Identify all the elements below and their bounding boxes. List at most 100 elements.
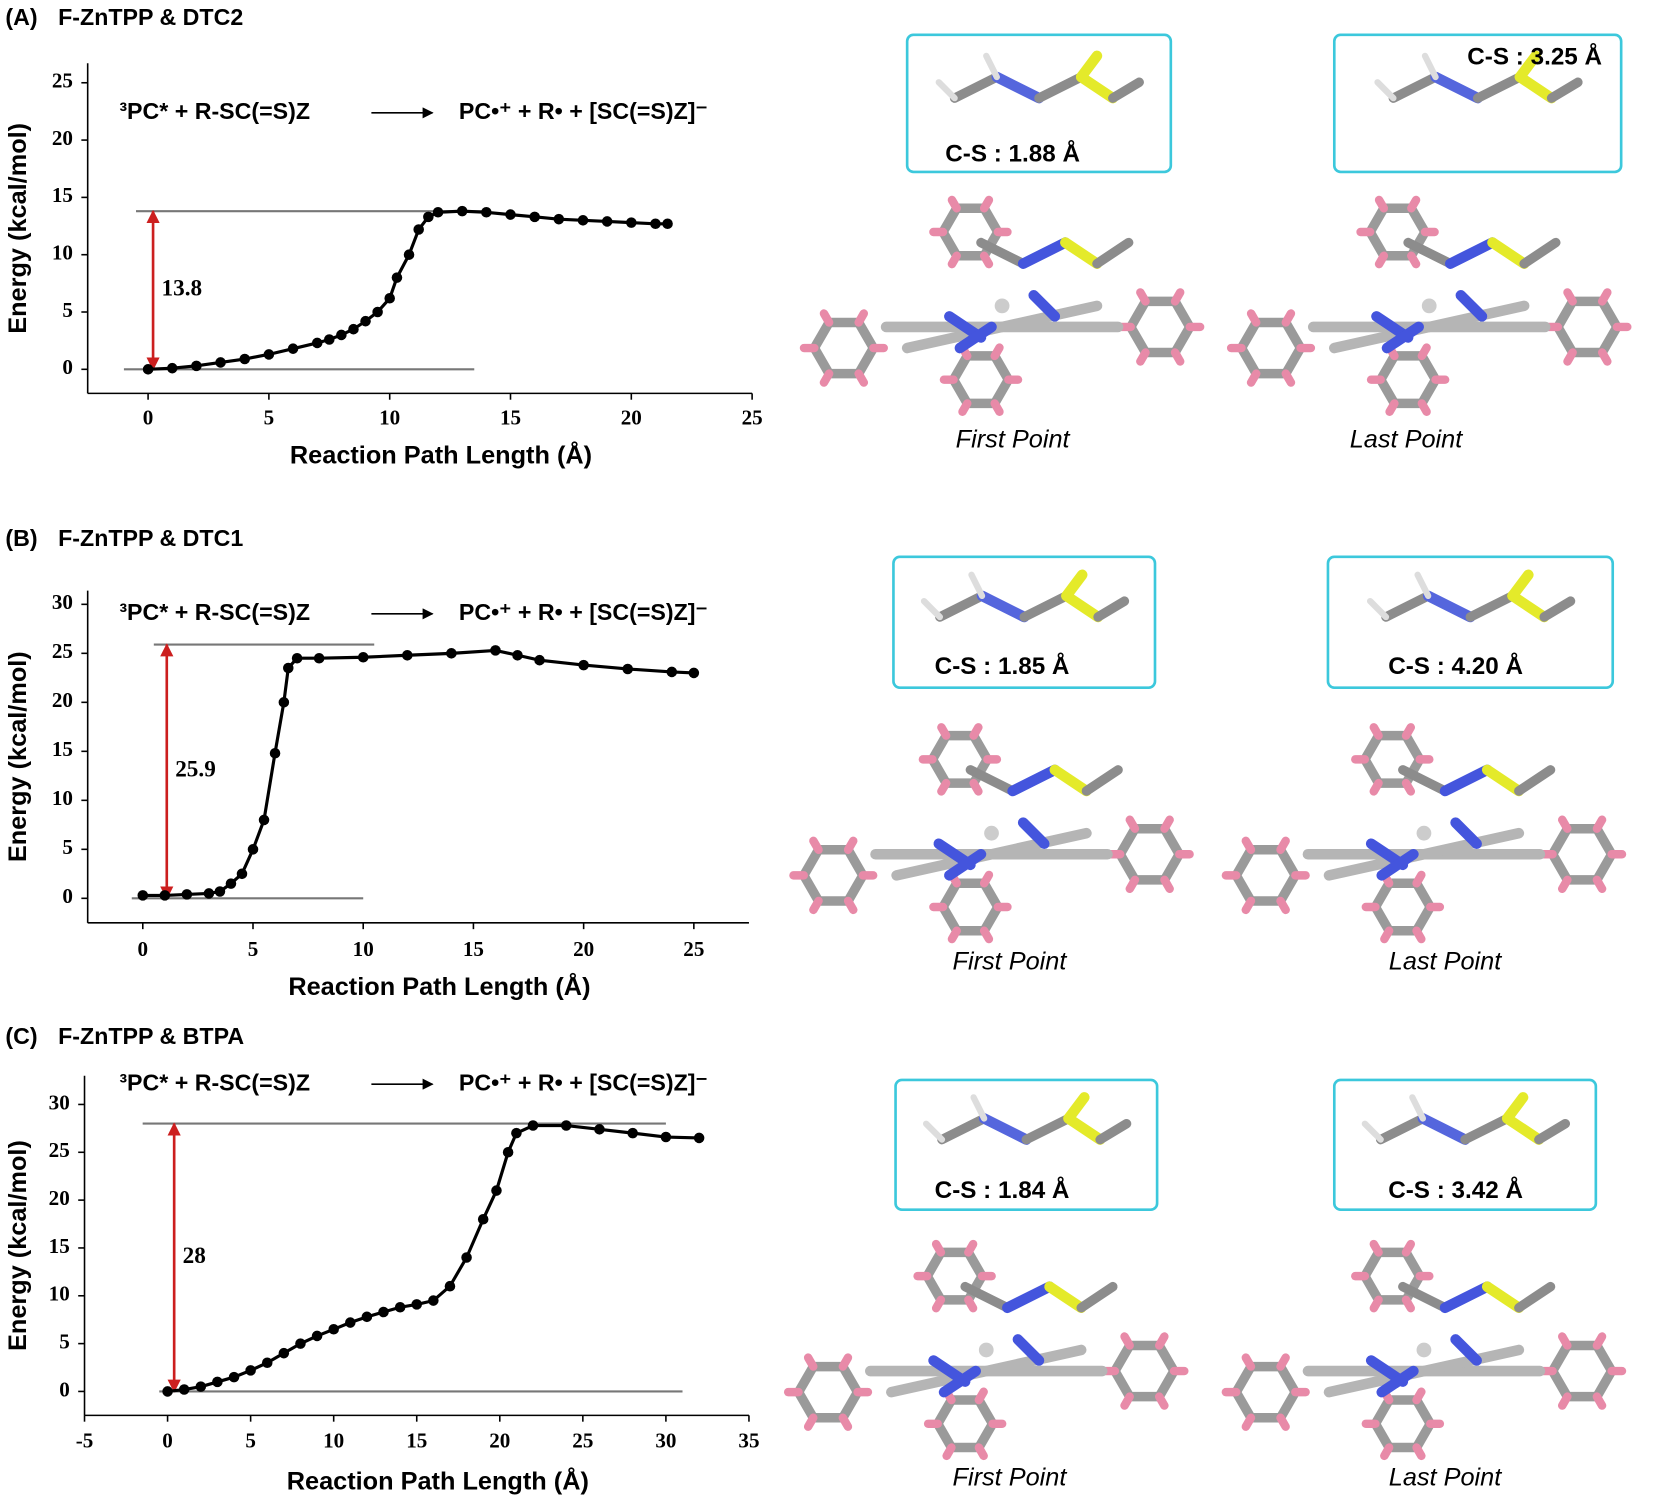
- bond: [886, 1344, 1087, 1398]
- x-tick-label: 25: [742, 406, 763, 430]
- bond: [1075, 71, 1119, 104]
- bond: [979, 878, 1003, 912]
- bond: [1557, 875, 1572, 894]
- bond: [1557, 1392, 1572, 1410]
- bond: [1592, 875, 1607, 894]
- bond: [1125, 875, 1140, 894]
- bond: [1044, 1281, 1087, 1314]
- bond: [944, 849, 987, 881]
- bond: [1381, 321, 1424, 354]
- bond: [1388, 72, 1441, 103]
- bond: [1170, 288, 1185, 306]
- structure-caption: Last Point: [1389, 948, 1502, 976]
- bond: [1514, 71, 1557, 104]
- bond: [1061, 590, 1104, 623]
- x-tick-label: 5: [245, 1429, 256, 1453]
- y-tick-label: 0: [59, 1377, 70, 1401]
- data-point: [432, 207, 444, 218]
- data-point: [212, 1376, 223, 1388]
- y-tick-label: 20: [49, 1186, 70, 1210]
- bond: [1366, 597, 1390, 621]
- bond: [964, 1295, 978, 1313]
- bond: [1170, 348, 1185, 366]
- bond: [1154, 1340, 1179, 1376]
- data-point: [225, 878, 237, 889]
- bond: [854, 369, 869, 387]
- data-point: [269, 748, 281, 759]
- bond: [1007, 764, 1061, 797]
- bond: [838, 1361, 863, 1397]
- bond: [1450, 817, 1482, 850]
- x-axis-label: Reaction Path Length (Å): [290, 440, 592, 469]
- bond: [1125, 296, 1151, 332]
- bond: [1160, 875, 1174, 894]
- energy-curve: [142, 648, 694, 897]
- data-point: [245, 1365, 256, 1376]
- bond: [1407, 195, 1421, 213]
- bond: [937, 1113, 989, 1145]
- bond: [947, 251, 961, 269]
- bond: [799, 870, 824, 906]
- data-point: [295, 1338, 306, 1349]
- bond: [1281, 317, 1306, 353]
- data-point: [444, 1280, 456, 1292]
- panel: (C) F-ZnTPP & BTPA ³PC* + R-SC(=S)Z PC•⁺ + …: [4, 1023, 1627, 1496]
- bond: [1170, 322, 1195, 358]
- bond: [809, 317, 834, 353]
- bond: [1170, 296, 1195, 332]
- y-tick-label: 20: [52, 688, 73, 712]
- data-point: [214, 886, 226, 897]
- data-point: [413, 224, 424, 235]
- data-point: [534, 654, 545, 666]
- bond: [1231, 1361, 1256, 1397]
- bond: [1514, 765, 1556, 796]
- bond: [1380, 1443, 1394, 1461]
- structure: C-S : 1.85 Å First Point: [789, 555, 1194, 976]
- bond: [963, 1247, 987, 1281]
- bond: [1093, 596, 1130, 622]
- panel-title: F-ZnTPP & BTPA: [58, 1023, 244, 1049]
- bond: [901, 300, 1103, 354]
- bond: [1592, 1340, 1617, 1376]
- zinc-atom: [1416, 825, 1432, 841]
- bond: [1403, 237, 1456, 269]
- bond: [1412, 1443, 1426, 1461]
- bond: [1547, 1340, 1573, 1376]
- bond: [1534, 1118, 1571, 1145]
- y-tick-label: 10: [49, 1282, 70, 1306]
- data-point: [477, 1213, 489, 1225]
- data-point: [357, 651, 369, 663]
- y-tick-label: 30: [52, 590, 73, 614]
- data-point: [142, 364, 154, 375]
- bond: [1519, 237, 1561, 269]
- bond: [1076, 1281, 1118, 1313]
- bond: [1002, 1281, 1055, 1314]
- bond: [1445, 237, 1498, 269]
- bond: [853, 317, 879, 353]
- bond: [838, 1387, 863, 1423]
- bond: [1547, 823, 1573, 860]
- bond: [1275, 1387, 1301, 1423]
- data-point: [137, 890, 149, 901]
- y-tick-label: 25: [52, 69, 73, 93]
- bond: [1236, 317, 1261, 353]
- bond: [1411, 1395, 1436, 1429]
- data-point: [660, 1131, 672, 1143]
- y-tick-label: 30: [49, 1090, 70, 1114]
- bond: [1412, 870, 1426, 888]
- x-tick-label: 20: [573, 937, 594, 961]
- bond: [1417, 1113, 1471, 1145]
- bond: [1563, 348, 1577, 366]
- bond: [1012, 1334, 1045, 1366]
- data-point: [512, 650, 523, 661]
- bond: [979, 195, 994, 213]
- bond: [1120, 1332, 1134, 1350]
- bond: [1592, 815, 1607, 833]
- bond: [1592, 823, 1617, 860]
- bond: [1276, 1353, 1290, 1371]
- bond-label: C-S : 3.42 Å: [1388, 1176, 1523, 1204]
- bond: [853, 343, 879, 379]
- bond-label: C-S : 4.20 Å: [1388, 652, 1523, 680]
- bond: [1276, 1413, 1290, 1431]
- bond: [1414, 571, 1432, 600]
